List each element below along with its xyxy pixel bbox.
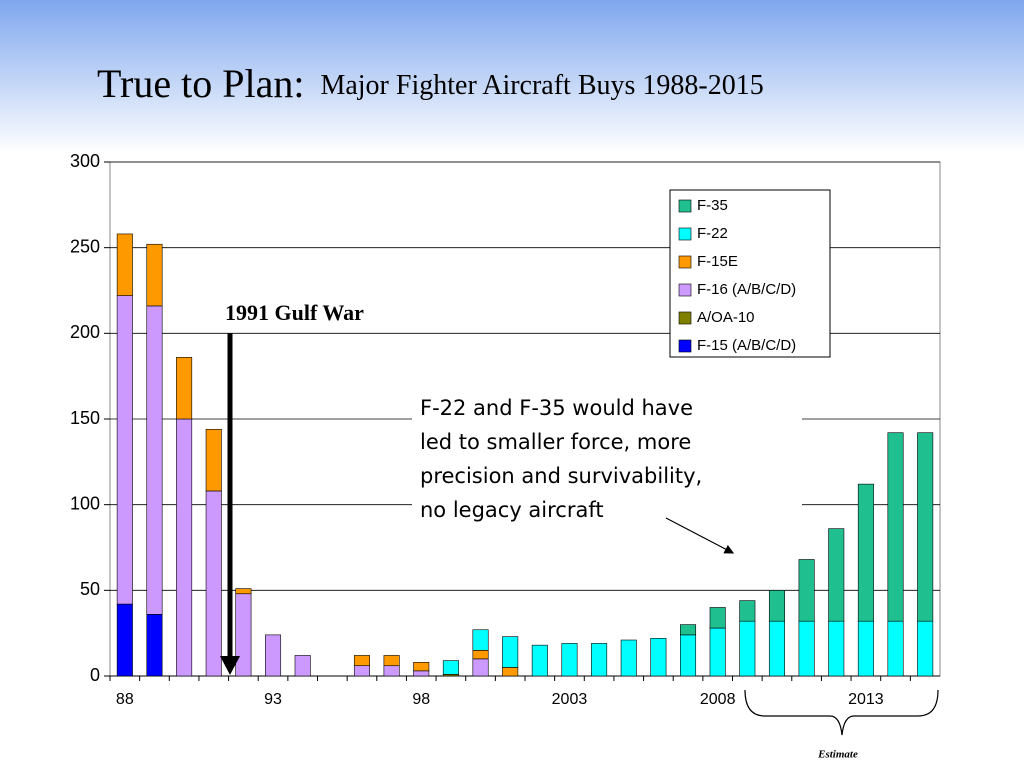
x-tick-label: 2008: [700, 691, 736, 708]
bar-segment: [472, 629, 489, 651]
x-tick-label: 93: [264, 691, 282, 708]
annotation: 1991 Gulf War: [225, 300, 364, 325]
bar-segment: [294, 655, 311, 677]
note-box: [412, 392, 802, 532]
bar-segment: [768, 590, 785, 622]
bar-segment: [857, 620, 874, 677]
bar-segment: [205, 490, 222, 677]
bar-segment: [591, 643, 608, 677]
bar-segment: [383, 665, 400, 677]
bar-segment: [828, 620, 845, 677]
bar-segment: [798, 559, 815, 622]
bar-segment: [235, 593, 252, 677]
bar-segment: [531, 644, 548, 677]
estimate-label: Estimate: [817, 749, 858, 761]
bar-segment: [502, 636, 519, 668]
bar-segment: [472, 658, 489, 677]
bar-segment: [739, 620, 756, 677]
bar-segment: [768, 620, 785, 677]
bar-segment: [176, 418, 193, 677]
legend-label: F-35: [697, 197, 728, 214]
bar-segment: [828, 528, 845, 622]
legend-label: F-16 (A/B/C/D): [697, 281, 796, 298]
note-arrow: [665, 517, 735, 554]
subtitle: Major Fighter Aircraft Buys 1988-2015: [320, 70, 763, 101]
bar-segment: [887, 620, 904, 677]
bar-segment: [620, 639, 637, 677]
bar-segment: [413, 670, 430, 677]
bar-segment: [413, 661, 430, 672]
bar-segment: [383, 655, 400, 667]
y-tick-label: 0: [90, 665, 100, 685]
bar-segment: [887, 432, 904, 622]
legend-swatch: [678, 339, 692, 353]
legend-swatch: [678, 283, 692, 297]
y-tick-label: 150: [70, 408, 100, 428]
y-tick-label: 200: [70, 322, 100, 342]
bar-segment: [442, 660, 459, 675]
estimate-brace: [744, 689, 939, 736]
bar-segment: [561, 643, 578, 677]
y-tick-label: 250: [70, 236, 100, 256]
note-line: F-22 and F-35 would have: [420, 396, 693, 420]
bar-segment: [650, 638, 667, 677]
legend-swatch: [678, 227, 692, 241]
bar-segment: [146, 305, 163, 615]
x-tick-label: 98: [412, 691, 430, 708]
bar-segment: [798, 620, 815, 677]
bar-segment: [857, 483, 874, 622]
legend-swatch: [678, 199, 692, 213]
bar-segment: [680, 634, 697, 677]
x-tick-label: 2003: [552, 691, 588, 708]
bar-segment: [116, 603, 133, 677]
note-line: no legacy aircraft: [420, 498, 604, 522]
bar-segment: [116, 233, 133, 296]
bar-segment: [472, 649, 489, 660]
note-line: led to smaller force, more: [420, 430, 691, 454]
bar-segment: [353, 655, 370, 667]
bar-segment: [709, 627, 726, 677]
bar-segment: [353, 665, 370, 677]
legend-label: F-15E: [697, 253, 738, 270]
x-tick-label: 2013: [848, 691, 884, 708]
bar-segment: [265, 634, 282, 677]
legend-swatch: [678, 255, 692, 269]
legend-box: [669, 189, 831, 358]
bar-segment: [739, 600, 756, 622]
bar-segment: [116, 295, 133, 605]
bar-segment: [235, 588, 252, 595]
legend-label: F-15 (A/B/C/D): [697, 337, 796, 354]
bar-segment: [709, 607, 726, 629]
bar-segment: [680, 624, 697, 636]
bar-segment: [146, 243, 163, 307]
legend-swatch: [678, 311, 692, 325]
x-tick-label: 88: [116, 691, 134, 708]
y-tick-label: 300: [70, 151, 100, 171]
y-tick-label: 50: [80, 579, 100, 599]
legend-label: A/OA-10: [697, 309, 755, 326]
bar-segment: [176, 357, 193, 420]
bar-segment: [146, 614, 163, 677]
legend-label: F-22: [697, 225, 728, 242]
note-line: precision and survivability,: [420, 464, 702, 488]
bar-segment: [917, 432, 934, 622]
annotation-arrowhead: [220, 656, 240, 675]
bar-segment: [205, 428, 222, 492]
y-tick-label: 100: [70, 493, 100, 513]
chart-title: True to Plan: Major Fighter Aircraft Buy…: [97, 61, 764, 106]
bar-segment: [917, 620, 934, 677]
title: True to Plan:: [97, 61, 304, 106]
bar-segment: [502, 667, 519, 677]
